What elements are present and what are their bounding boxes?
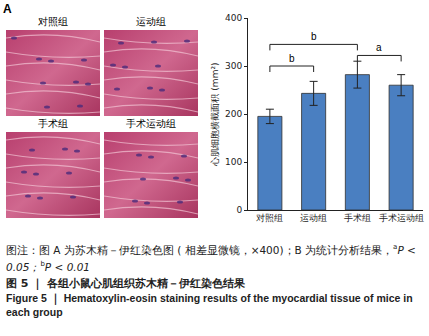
svg-text:手术组: 手术组 <box>38 118 68 129</box>
svg-text:a: a <box>376 42 382 53</box>
svg-text:手术运动组: 手术运动组 <box>379 213 424 223</box>
svg-text:b: b <box>311 31 317 42</box>
html-text:B: B <box>206 2 215 16</box>
svg-text:b: b <box>289 53 295 64</box>
html-text:Figure 5 ｜ Hematoxylin-eosin s: Figure 5 ｜ Hematoxylin-eosin staining re… <box>6 292 413 318</box>
svg-text:A: A <box>3 2 12 16</box>
svg-text:0: 0 <box>236 205 242 215</box>
svg-text:手术组: 手术组 <box>344 213 371 223</box>
svg-text:300: 300 <box>225 61 242 71</box>
svg-text:心肌细胞横截面积 (mm²): 心肌细胞横截面积 (mm²) <box>210 62 220 166</box>
svg-text:200: 200 <box>225 109 242 119</box>
svg-text:对照组: 对照组 <box>256 213 283 223</box>
svg-text:100: 100 <box>225 157 242 167</box>
svg-text:运动组: 运动组 <box>300 213 327 223</box>
html-text:图注：图 A 为苏木精－伊红染色图 ( 相差显微镜，×400: 图注：图 A 为苏木精－伊红染色图 ( 相差显微镜，×400)；B 为统计分析结… <box>6 243 416 272</box>
svg-text:对照组: 对照组 <box>38 16 68 27</box>
html-text:图 5 ｜ 各组小鼠心肌组织苏木精－伊红染色结果: 图 5 ｜ 各组小鼠心肌组织苏木精－伊红染色结果 <box>6 277 246 290</box>
svg-text:运动组: 运动组 <box>136 16 166 27</box>
svg-text:手术运动组: 手术运动组 <box>126 118 176 129</box>
svg-text:400: 400 <box>225 13 242 23</box>
